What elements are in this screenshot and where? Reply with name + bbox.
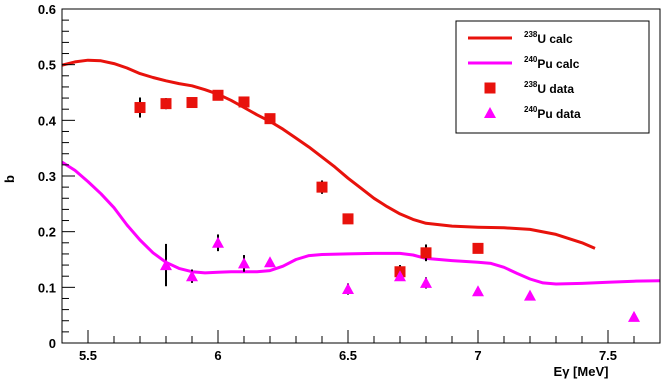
u238-data-marker-7	[342, 213, 354, 225]
pu240-data-marker-7	[420, 276, 432, 288]
u238-calc-line	[62, 58, 596, 250]
pu240-data-marker-3	[238, 257, 250, 269]
y-tick-label: 0.6	[38, 2, 56, 17]
pu240-data-marker-2	[212, 236, 224, 248]
u238-data-marker-9	[420, 247, 432, 259]
y-tick-label: 0.5	[38, 58, 56, 73]
u238-data-series	[134, 89, 484, 279]
pu240-data-marker-1	[186, 270, 198, 282]
y-tick-label: 0	[49, 336, 56, 351]
pu240-calc-legend-label: 240Pu calc	[524, 55, 580, 71]
pu240-data-series	[160, 234, 640, 322]
series-layer	[62, 58, 660, 322]
pu240-data-marker-9	[524, 289, 536, 301]
u238-data-marker-2	[186, 97, 198, 109]
u238-data-marker-4	[238, 96, 250, 108]
pu240-data-marker-0	[160, 259, 172, 271]
u238-data-marker-1	[160, 98, 172, 110]
legend: 238U calc 240Pu calc 238U data 240Pu data	[455, 20, 650, 134]
x-tick-label: 7	[474, 348, 481, 363]
pu240-data-marker-4	[264, 256, 276, 268]
u238-data-legend-swatch	[484, 82, 496, 94]
u238-data-legend-label: 238U data	[524, 80, 574, 96]
u238-data-marker-6	[316, 181, 328, 193]
u238-data-marker-0	[134, 102, 146, 114]
u238-data-marker-10	[472, 242, 484, 254]
x-axis-title: Eγ [MeV]	[554, 364, 609, 379]
pu240-calc-series	[62, 160, 660, 286]
pu240-data-marker-6	[394, 270, 406, 282]
y-tick-label: 0.1	[38, 280, 56, 295]
y-tick-label: 0.3	[38, 169, 56, 184]
x-tick-label: 5.5	[79, 348, 97, 363]
y-axis-title: b	[2, 175, 17, 183]
pu240-data-marker-5	[342, 283, 354, 295]
u238-calc-series	[62, 58, 596, 250]
x-tick-label: 6.5	[339, 348, 357, 363]
x-tick-label: 6	[214, 348, 221, 363]
u238-data-marker-3	[212, 89, 224, 101]
y-tick-label: 0.2	[38, 225, 56, 240]
pu240-data-marker-8	[472, 285, 484, 297]
u238-data-marker-5	[264, 113, 276, 125]
axes-layer: 0 0.1 0.2 0.3 0.4 0.5 0.6 5.5 6 6.5 7 7.5	[38, 2, 661, 363]
u238-calc-legend-label: 238U calc	[524, 30, 573, 46]
pu240-data-legend-swatch	[484, 107, 496, 118]
pu240-data-marker-10	[628, 310, 640, 322]
x-tick-label: 7.5	[599, 348, 617, 363]
y-tick-label: 0.4	[38, 113, 57, 128]
pu240-data-legend-label: 240Pu data	[524, 105, 581, 121]
pu240-calc-line	[62, 160, 660, 286]
